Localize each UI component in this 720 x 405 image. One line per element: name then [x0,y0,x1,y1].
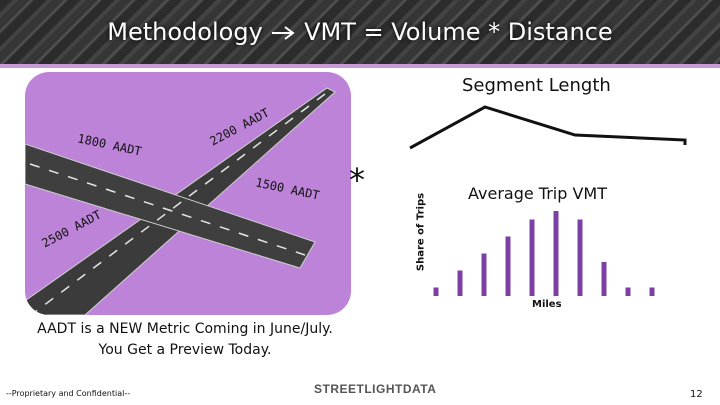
trip-bar-4 [505,236,511,296]
trip-bar-6 [553,211,559,296]
title-right: VMT = Volume * Distance [304,18,613,46]
trip-bar-8 [601,262,607,296]
streetlightdata-logo: STREETLIGHTDATA [314,382,437,396]
road-horizontal [25,143,316,269]
trip-bar-1 [433,287,439,296]
multiply-symbol: * [349,161,365,199]
header-accent-bar [0,64,720,68]
segment-length-label: Segment Length [462,75,611,96]
trip-bar-chart [433,211,655,296]
road-intersection-panel: 1800 AADT 2200 AADT 1500 AADT 2500 AADT [25,72,351,315]
road-intersection-illustration [25,87,336,315]
header-banner: Methodology VMT = Volume * Distance [0,0,720,66]
page-number: 12 [690,389,703,400]
title-left: Methodology [107,18,263,46]
trip-chart-title: Average Trip VMT [468,184,607,203]
trip-bar-7 [577,219,583,296]
arrow-right-icon [272,26,296,40]
trip-bar-5 [529,219,535,296]
trip-bar-2 [457,270,463,296]
lane-markings [29,93,326,313]
aadt-note: AADT is a NEW Metric Coming in June/July… [37,321,333,358]
trip-chart-xlabel: Miles [532,299,562,310]
trip-bar-9 [625,287,631,296]
slide-title: Methodology VMT = Volume * Distance [0,14,720,50]
confidential-notice: --Proprietary and Confidential-- [6,389,131,398]
trip-bar-3 [481,253,487,296]
trip-bar-10 [649,287,655,296]
segment-length-line [409,105,687,150]
